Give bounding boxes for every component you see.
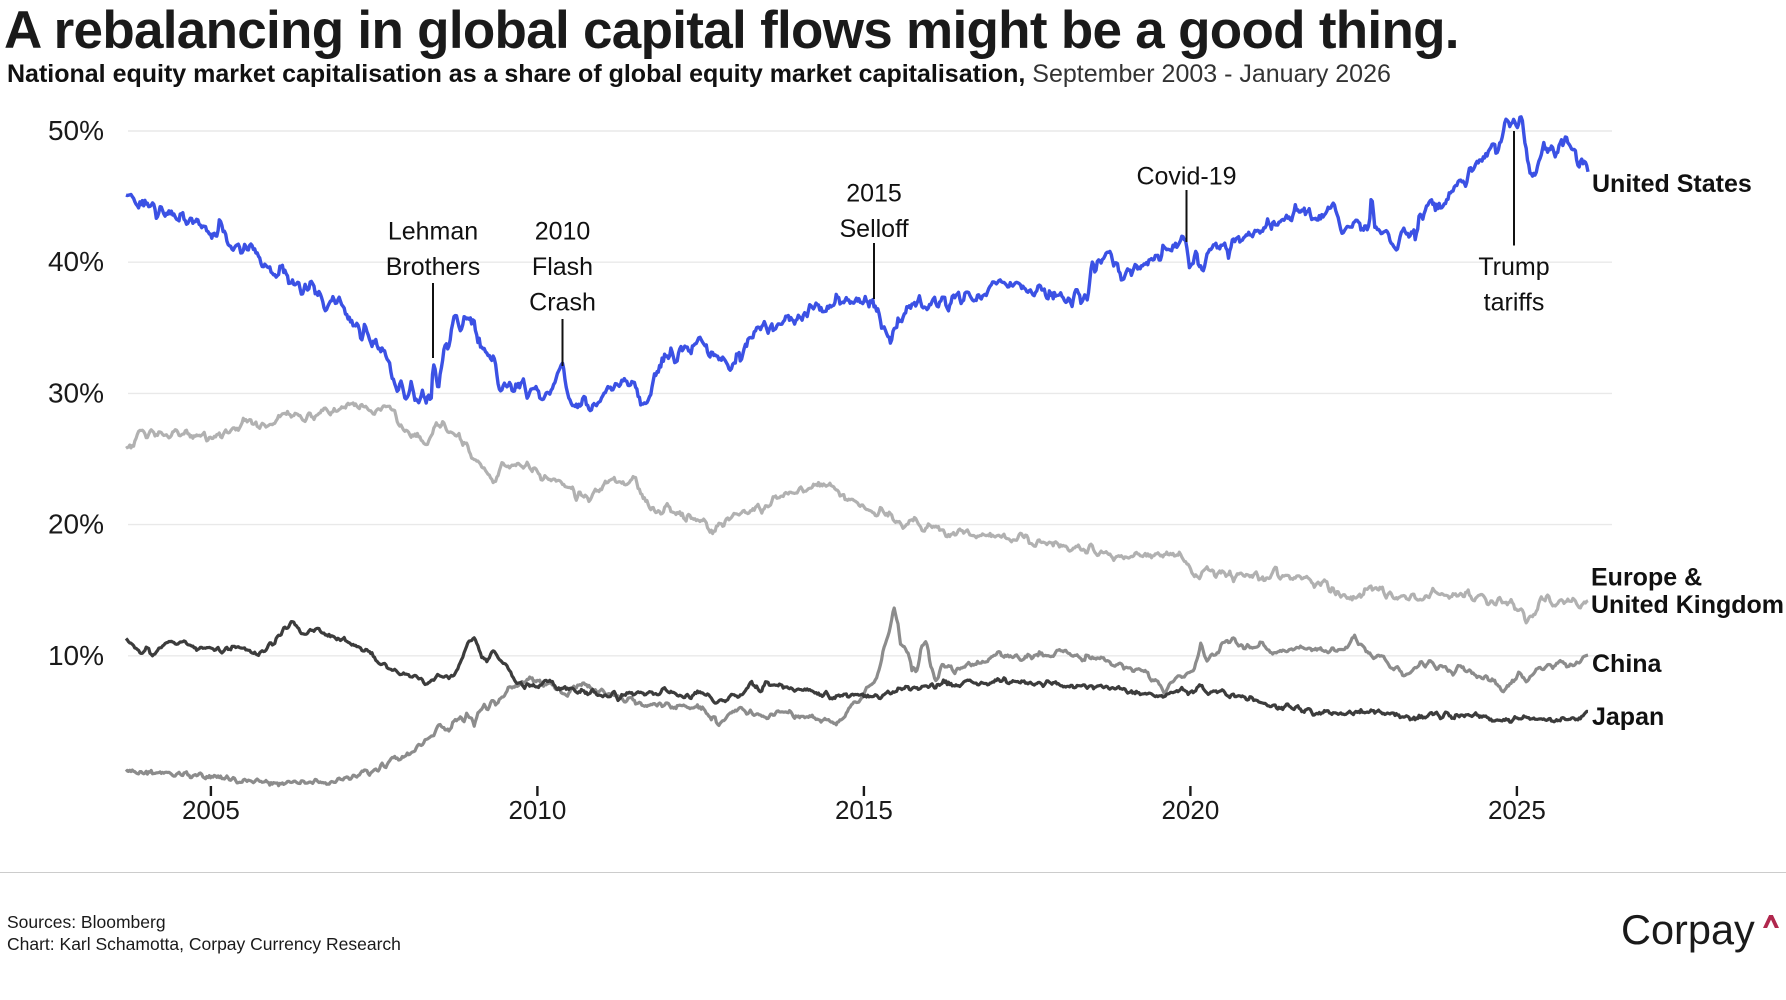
svg-text:Flash: Flash: [532, 253, 593, 281]
svg-text:Europe &: Europe &: [1591, 564, 1702, 592]
svg-text:Crash: Crash: [529, 289, 596, 317]
svg-text:2010: 2010: [535, 218, 591, 246]
svg-text:United States: United States: [1592, 170, 1752, 198]
svg-text:40%: 40%: [48, 246, 104, 277]
svg-text:Trump: Trump: [1478, 253, 1549, 281]
svg-text:50%: 50%: [48, 115, 104, 146]
svg-text:Selloff: Selloff: [839, 215, 908, 243]
svg-text:30%: 30%: [48, 377, 104, 408]
svg-text:2015: 2015: [846, 180, 902, 208]
svg-text:Japan: Japan: [1592, 703, 1664, 731]
svg-text:United Kingdom: United Kingdom: [1591, 591, 1784, 619]
svg-text:China: China: [1592, 650, 1663, 678]
svg-text:20%: 20%: [48, 509, 104, 540]
svg-text:2010: 2010: [508, 795, 566, 825]
svg-text:10%: 10%: [48, 640, 104, 671]
svg-text:Lehman: Lehman: [388, 218, 478, 246]
svg-text:2015: 2015: [835, 795, 893, 825]
svg-text:2020: 2020: [1161, 795, 1219, 825]
svg-text:2025: 2025: [1488, 795, 1546, 825]
svg-text:Covid-19: Covid-19: [1136, 163, 1236, 191]
svg-text:tariffs: tariffs: [1484, 289, 1545, 317]
svg-text:2005: 2005: [182, 795, 240, 825]
svg-text:Brothers: Brothers: [386, 253, 480, 281]
